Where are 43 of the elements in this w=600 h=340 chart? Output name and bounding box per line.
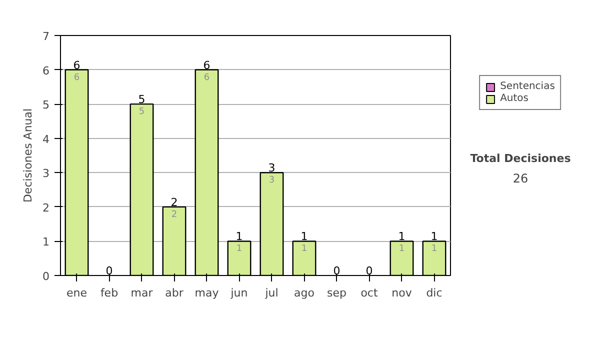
x-tick-label: jun bbox=[230, 286, 248, 300]
y-tick-label: 6 bbox=[42, 64, 50, 78]
total-label: 1 bbox=[300, 230, 308, 244]
data-label: 1 bbox=[236, 244, 242, 254]
legend-label: Sentencias bbox=[500, 81, 555, 92]
total-label: 5 bbox=[138, 93, 146, 106]
y-tick-label: 0 bbox=[42, 270, 50, 283]
y-tick-label: 7 bbox=[42, 30, 50, 43]
data-label: 1 bbox=[398, 244, 405, 254]
total-label: 2 bbox=[170, 196, 178, 209]
total-label: 1 bbox=[398, 230, 406, 244]
data-label: 6 bbox=[204, 72, 210, 83]
total-label: 6 bbox=[203, 58, 210, 72]
data-label: 2 bbox=[171, 210, 178, 220]
x-tick-label: feb bbox=[100, 286, 118, 300]
y-tick-label: 3 bbox=[42, 167, 50, 180]
data-label: 1 bbox=[431, 244, 438, 254]
x-tick-label: may bbox=[194, 286, 220, 300]
x-tick-label: mar bbox=[130, 286, 154, 300]
y-tick-label: 5 bbox=[42, 98, 50, 112]
y-tick-label: 2 bbox=[42, 201, 50, 214]
x-tick-label: nov bbox=[392, 286, 412, 300]
text: 26 bbox=[512, 172, 528, 186]
x-tick-label: ene bbox=[66, 286, 88, 300]
x-tick-label: jul bbox=[264, 286, 278, 300]
data-label: 5 bbox=[138, 107, 145, 118]
x-tick-label: dic bbox=[426, 286, 442, 300]
x-tick-label: ago bbox=[294, 286, 315, 300]
x-tick-label: abr bbox=[165, 286, 184, 300]
total-label: 1 bbox=[236, 230, 243, 244]
x-tick-label: oct bbox=[360, 286, 378, 300]
text: Total Decisiones bbox=[470, 152, 572, 165]
y-tick-label: 1 bbox=[42, 236, 50, 249]
data-label: 6 bbox=[74, 72, 80, 83]
total-label: 3 bbox=[268, 162, 276, 175]
y-axis-title: Decisiones Anual bbox=[22, 108, 34, 203]
x-tick-label: sep bbox=[327, 286, 347, 300]
legend-label: Autos bbox=[500, 93, 528, 104]
total-label: 1 bbox=[430, 230, 438, 244]
total-label: 6 bbox=[73, 58, 80, 72]
data-label: 3 bbox=[268, 176, 275, 186]
y-tick-label: 4 bbox=[42, 132, 50, 146]
data-label: 1 bbox=[301, 244, 308, 254]
